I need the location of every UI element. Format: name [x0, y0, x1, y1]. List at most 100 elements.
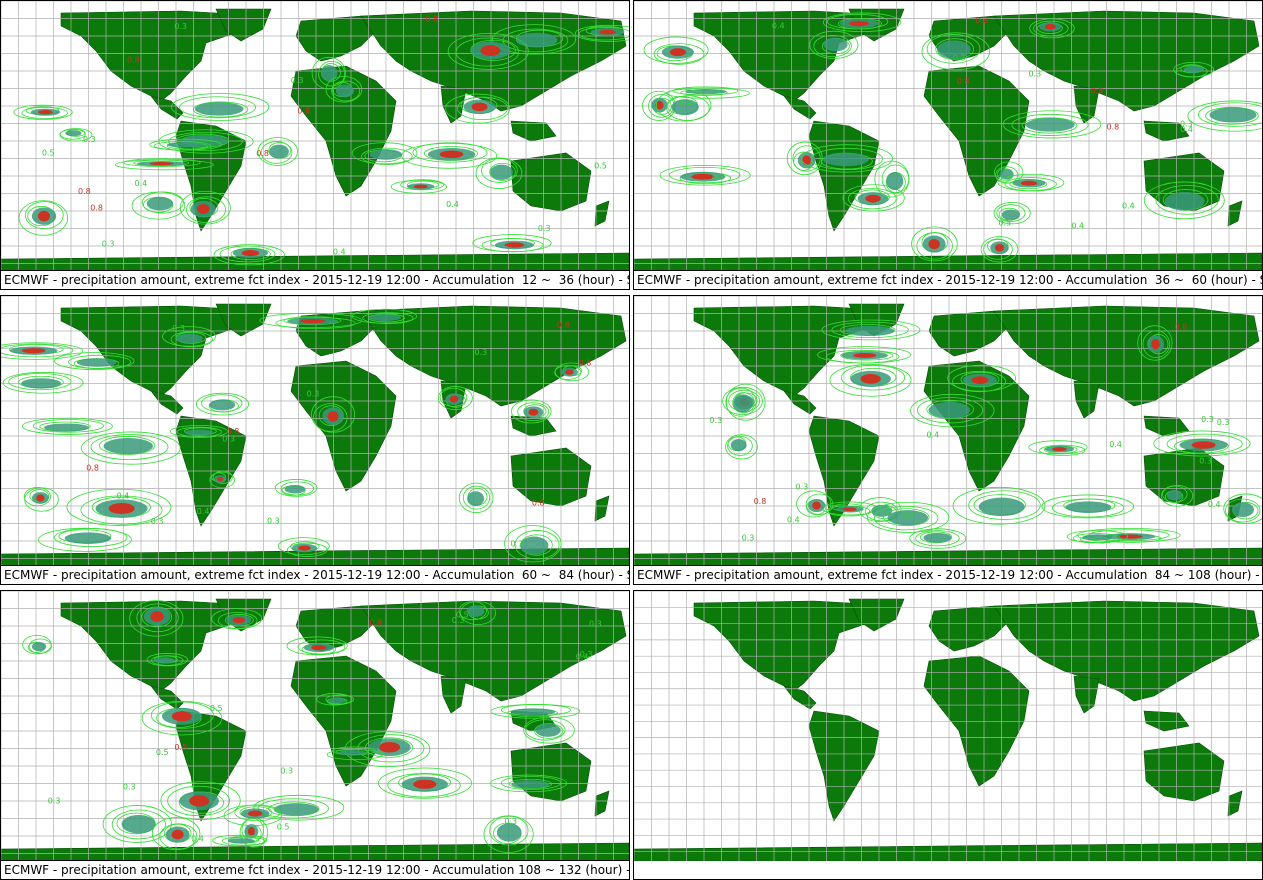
contour-line: [357, 734, 425, 763]
contour-line: [655, 88, 712, 122]
contour-line: [792, 145, 821, 172]
contour-label: 0.3: [510, 540, 523, 549]
contour-fill-mid: [43, 423, 89, 432]
contour-labels: 0.40.30.30.40.40.30.80.30.40.30.80.30.4: [710, 323, 1230, 543]
contour-label: 0.8: [256, 149, 269, 158]
contour-line: [1137, 325, 1173, 361]
contour-line: [275, 317, 356, 330]
contour-label: 0.3: [712, 173, 725, 182]
contour-fill-mid: [467, 491, 485, 507]
contour-line: [331, 80, 361, 102]
contour-line: [21, 106, 68, 119]
contour-fill-mid: [823, 37, 848, 52]
map-panel-2: 0.3 0.4 0.8 0.4 0.3 0.5 0.4 0.8 0.3 0.4 0.8 0.3 0.8 0…: [633, 0, 1263, 290]
contour-line: [952, 486, 1046, 525]
contour-fill-high: [37, 210, 51, 222]
contour-line: [952, 371, 1006, 393]
contour-line: [153, 141, 211, 151]
contour-fill-mid: [64, 532, 112, 544]
contour-label: 0.3: [1180, 119, 1193, 128]
contour-line: [209, 471, 235, 489]
contour-fill-high: [439, 150, 464, 159]
contour-fill-high: [994, 243, 1005, 252]
contour-line: [911, 226, 958, 262]
contour-fill-mid: [1209, 107, 1257, 123]
contour-fill-mid: [269, 144, 289, 159]
contour-fill-high: [928, 238, 940, 250]
contour-line: [129, 600, 184, 637]
contour-label: 0.4: [1180, 125, 1193, 134]
contour-line: [517, 402, 550, 422]
contour-fill-mid: [103, 438, 153, 455]
contour-fill-mid: [511, 780, 550, 789]
contour-line: [151, 817, 201, 851]
contour-line: [162, 326, 216, 347]
contour-line: [909, 528, 967, 549]
contour-line: [458, 482, 494, 514]
contour-fill-high: [1116, 534, 1143, 539]
contour-label: 0.3: [452, 616, 465, 625]
contour-label: 0.3: [1028, 69, 1041, 78]
contour-line: [167, 785, 230, 817]
contour-line: [274, 479, 318, 497]
contour-line: [672, 86, 739, 96]
contour-line: [1, 342, 84, 360]
contour-label: 0.8: [174, 743, 187, 752]
panel-caption: ECMWF - precipitation amount, extreme fc…: [1, 565, 629, 584]
contour-line: [919, 531, 953, 544]
contour-fill-high: [297, 545, 311, 551]
world-map: 0.30.40.80.40.30.50.40.80.30.40.80.30.80…: [634, 1, 1262, 271]
contour-line: [175, 331, 207, 344]
contour-label: 0.4: [197, 507, 210, 516]
contour-fill-mid: [167, 142, 203, 148]
contour-label: 0.4: [116, 492, 129, 501]
landmass-shape: [290, 65, 397, 197]
contour-fill-high: [378, 741, 401, 753]
contour-line: [1187, 100, 1262, 132]
contour-line: [858, 497, 902, 522]
contour-line: [786, 141, 823, 176]
contour-fill-mid: [1166, 490, 1183, 501]
contour-line: [727, 435, 753, 456]
contour-line: [286, 542, 328, 557]
contour-line: [141, 700, 223, 736]
contour-line: [840, 364, 906, 391]
contour-label: 0.4: [191, 835, 204, 844]
contour-fill-high: [669, 48, 686, 57]
map-panel-4: 0.4 0.3 0.3 0.4 0.4 0.3 0.8 0.3 0.4 0.3 0.8 0.3 0.4 …: [633, 295, 1263, 585]
contour-fill-high: [171, 711, 192, 722]
contour-line: [921, 32, 991, 71]
contour-label: 0.8: [557, 321, 570, 330]
contour-line: [160, 781, 241, 820]
contour-line: [489, 162, 516, 181]
contour-line: [821, 319, 921, 341]
contour-label: 0.3: [953, 54, 966, 63]
precip-contours: [22, 600, 581, 854]
contour-fill-mid: [1164, 192, 1205, 211]
contour-label: 0.3: [1199, 457, 1212, 466]
contour-label: 0.5: [42, 149, 55, 158]
contour-line: [1143, 181, 1225, 220]
world-map: [634, 591, 1262, 861]
contour-line: [935, 38, 975, 60]
contour-line: [980, 236, 1019, 263]
contour-line: [221, 836, 265, 846]
contour-label: 0.8: [754, 497, 767, 506]
contour-line: [286, 636, 348, 656]
contour-line: [831, 321, 909, 339]
contour-line: [170, 424, 228, 438]
contour-line: [813, 35, 852, 58]
contour-line: [196, 392, 249, 416]
contour-fill-mid: [368, 314, 401, 322]
contour-line: [534, 723, 564, 739]
contour-label: 0.4: [1208, 500, 1221, 509]
contour-line: [21, 417, 113, 435]
contour-line: [993, 201, 1031, 225]
contour-line: [390, 179, 448, 194]
contour-label: 0.3: [222, 434, 235, 443]
contour-fill-high: [38, 110, 53, 115]
contour-fill-mid: [510, 708, 556, 716]
contour-fill-mid: [76, 358, 117, 367]
contour-fill-mid: [209, 399, 236, 411]
contour-fill-mid: [822, 152, 869, 167]
